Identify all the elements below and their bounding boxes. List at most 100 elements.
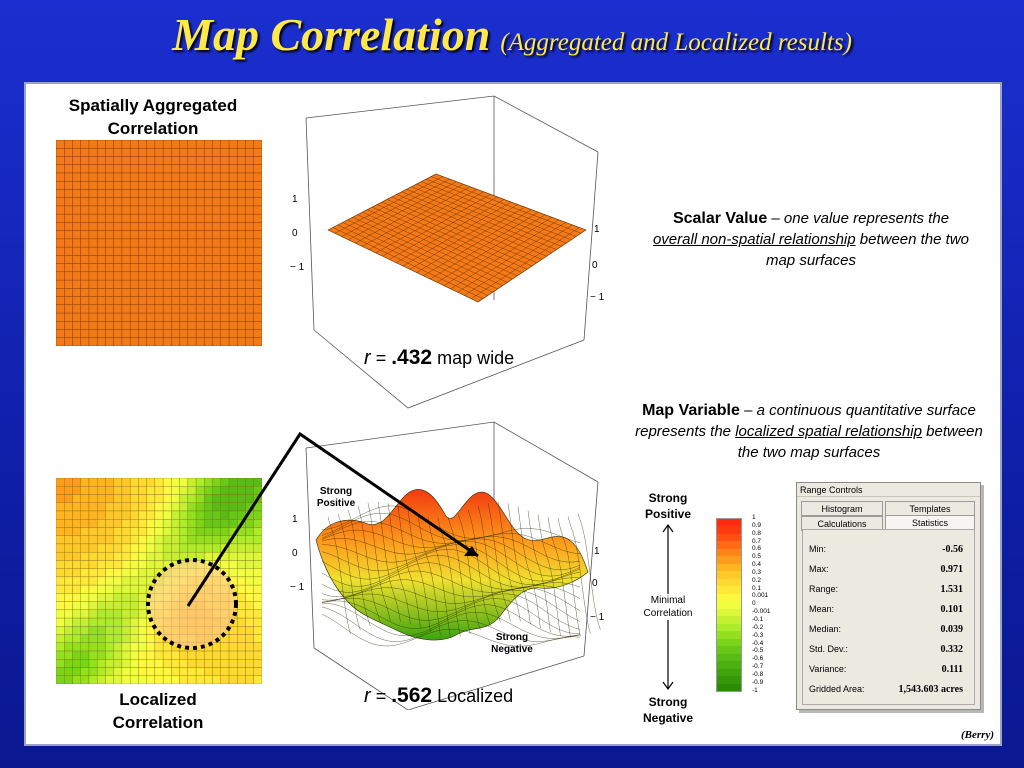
slide-title: Map Correlation (Aggregated and Localize… xyxy=(0,8,1024,61)
legend-tick: 0.2 xyxy=(752,576,762,584)
stat-key: Min: xyxy=(809,544,827,554)
scalar-value-description: Scalar Value – one value represents the … xyxy=(638,208,984,271)
stat-row-max: Max: 0.971 xyxy=(809,564,969,578)
credit: (Berry) xyxy=(961,729,994,741)
variable-heading: Map Variable xyxy=(642,402,740,419)
variable-underlined: localized spatial relationship xyxy=(735,423,922,440)
legend-color-swatch xyxy=(717,616,741,624)
loc-left-tick-0: 0 xyxy=(292,548,298,559)
aggregated-r-value: r = .432 map wide xyxy=(364,346,514,370)
agg-left-tick-0: 0 xyxy=(292,228,298,239)
plot-strong-positive-line2: Positive xyxy=(316,498,356,509)
tab-statistics[interactable]: Statistics xyxy=(885,515,975,530)
loc-left-tick-1: 1 xyxy=(292,514,298,525)
stat-row-mean: Mean: 0.101 xyxy=(809,604,969,618)
tab-histogram[interactable]: Histogram xyxy=(801,501,883,516)
stat-value: 0.332 xyxy=(940,644,964,655)
map-variable-description: Map Variable – a continuous quantitative… xyxy=(634,400,984,463)
range-controls-window: Range Controls Histogram Templates Calcu… xyxy=(796,482,981,710)
stat-value: 1,543.603 acres xyxy=(898,684,963,695)
localized-3d-plot: 1 0 − 1 1 0 − 1 xyxy=(290,421,605,710)
legend-middle-label: Minimal Correlation xyxy=(630,594,706,620)
stat-row-variance: Variance: 0.111 xyxy=(809,664,969,678)
loc-right-tick-1: 1 xyxy=(594,546,600,557)
stat-value: 0.971 xyxy=(940,564,964,575)
legend-tick: -0.6 xyxy=(752,655,764,663)
plot-strong-negative-line2: Negative xyxy=(491,644,533,655)
stat-row-range: Range: 1.531 xyxy=(809,584,969,598)
legend-tick: 0.4 xyxy=(752,561,762,569)
agg-right-tick-neg1: − 1 xyxy=(590,292,605,303)
scalar-dash: – xyxy=(767,210,784,227)
legend-top-line1: Strong xyxy=(648,491,688,505)
range-controls-title: Range Controls xyxy=(797,483,980,497)
variable-dash: – xyxy=(739,402,757,419)
legend-tick: 0.7 xyxy=(752,537,762,545)
legend-top-label: Strong Positive xyxy=(630,490,706,522)
agg-r-equals: = xyxy=(375,348,387,368)
legend-color-swatch xyxy=(717,548,741,557)
stat-key: Variance: xyxy=(809,664,847,674)
scalar-heading: Scalar Value xyxy=(672,210,768,227)
legend-color-swatch xyxy=(717,623,741,632)
legend-tick: -0.5 xyxy=(752,647,764,655)
aggregated-label-line2: Correlation xyxy=(107,119,199,138)
stat-value: 1.531 xyxy=(940,584,964,595)
plot-strong-negative-label: Strong Negative xyxy=(482,632,542,656)
legend-tick-labels: 1 0.9 0.8 0.7 0.6 0.5 0.4 0.3 0.2 0.1 0.001 0 -0.001… xyxy=(752,514,792,694)
legend-tick: 0 xyxy=(752,600,756,608)
legend-tick: -0.2 xyxy=(752,623,764,631)
legend-tick: -0.4 xyxy=(752,639,764,647)
legend-tick: 0.5 xyxy=(752,553,762,561)
stat-row-median: Median: 0.039 xyxy=(809,624,969,638)
aggregated-label-line1: Spatially Aggregated xyxy=(68,96,238,115)
tab-templates[interactable]: Templates xyxy=(885,501,975,516)
legend-tick: -0.7 xyxy=(752,663,764,671)
legend-color-ramp xyxy=(716,518,742,692)
content-panel: Spatially Aggregated Correlation 1 0 − 1… xyxy=(24,82,1002,746)
legend-color-swatch xyxy=(717,608,741,617)
aggregated-grid-map xyxy=(56,140,262,346)
aggregated-label: Spatially Aggregated Correlation xyxy=(48,94,258,140)
scalar-text1: one value represents the xyxy=(783,210,950,227)
legend-color-swatch xyxy=(717,526,741,534)
legend-color-swatch xyxy=(717,668,741,677)
agg-r-suffix: map wide xyxy=(437,348,515,368)
localized-label-line1: Localized xyxy=(119,690,197,709)
agg-right-tick-1: 1 xyxy=(594,224,600,235)
localized-grid-map xyxy=(56,478,262,684)
legend-tick: 0.1 xyxy=(752,584,762,592)
loc-left-tick-neg1: − 1 xyxy=(290,582,305,593)
stat-row-std-dev: Std. Dev.: 0.332 xyxy=(809,644,969,658)
legend-color-swatch xyxy=(717,601,741,609)
variable-text1: a continuous quantitative surface repres… xyxy=(635,402,976,440)
legend-color-swatch xyxy=(717,653,741,662)
stat-key: Mean: xyxy=(809,604,835,614)
variable-text2: between the two map surfaces xyxy=(737,423,983,461)
loc-r-number: .562 xyxy=(391,684,433,707)
legend-tick: 0.3 xyxy=(752,568,762,576)
legend-color-swatch xyxy=(717,519,741,527)
legend-tick: -0.1 xyxy=(752,615,764,623)
agg-r-number: .432 xyxy=(391,346,433,369)
title-main: Map Correlation xyxy=(172,9,491,60)
agg-left-tick-neg1: − 1 xyxy=(290,262,305,273)
legend-bottom-line1: Strong xyxy=(648,695,688,709)
localized-r-value: r = .562 Localized xyxy=(364,684,513,708)
loc-r-suffix: Localized xyxy=(437,686,514,706)
legend-tick: 0.8 xyxy=(752,529,762,537)
legend-middle-line1: Minimal xyxy=(650,595,686,606)
loc-right-tick-0: 0 xyxy=(592,578,598,589)
legend-middle-line2: Correlation xyxy=(643,608,693,619)
stat-key: Max: xyxy=(809,564,829,574)
scalar-underlined: overall non-spatial relationship xyxy=(652,231,856,248)
legend-tick: 1 xyxy=(752,514,756,521)
legend-color-swatch xyxy=(717,676,741,684)
legend-color-swatch xyxy=(717,586,741,594)
stat-key: Std. Dev.: xyxy=(809,644,848,654)
legend-color-swatch xyxy=(717,661,741,669)
legend-color-swatch xyxy=(717,578,741,587)
legend-color-swatch xyxy=(717,683,741,692)
stat-row-min: Min: -0.56 xyxy=(809,544,969,558)
title-sub: (Aggregated and Localized results) xyxy=(500,29,852,56)
